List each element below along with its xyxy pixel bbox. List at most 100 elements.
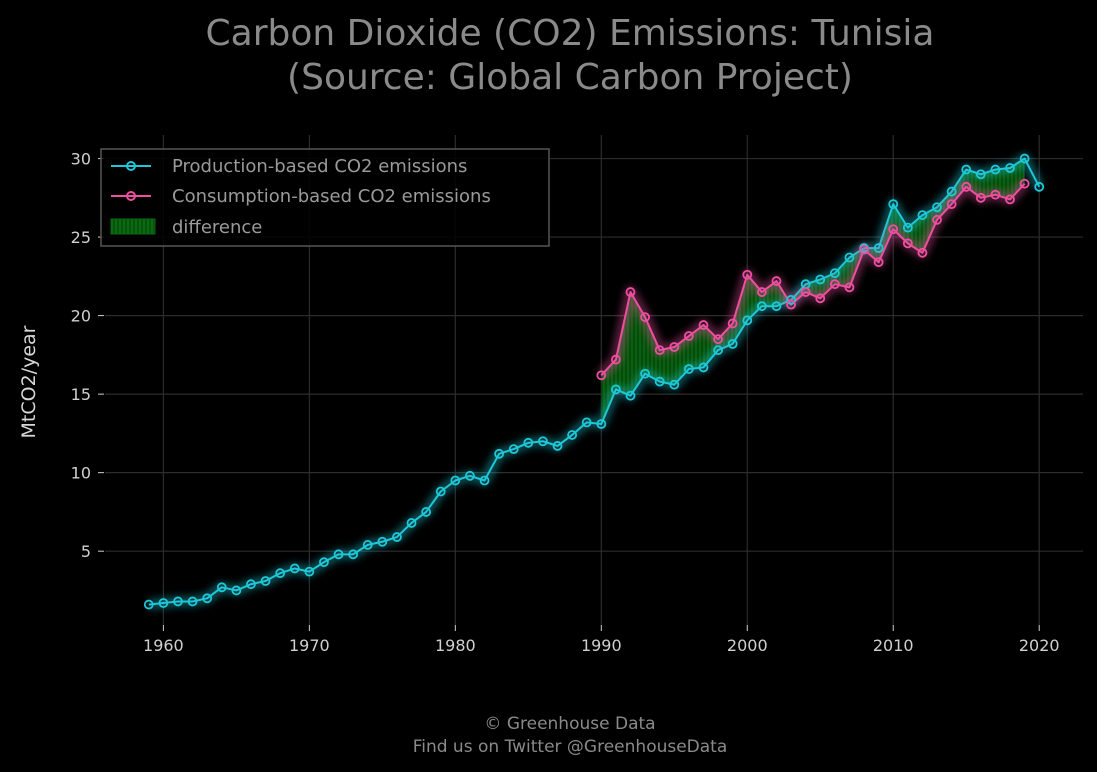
data-point-production — [654, 376, 665, 387]
data-point-production — [902, 222, 913, 233]
x-tick-label: 2020 — [1019, 636, 1060, 655]
data-point-consumption — [727, 318, 738, 329]
data-point-consumption — [990, 189, 1001, 200]
data-point-consumption — [640, 312, 650, 323]
data-point-production — [435, 486, 446, 497]
data-point-production — [596, 419, 607, 429]
data-point-consumption — [596, 370, 607, 381]
data-point-production — [1019, 153, 1030, 164]
data-point-consumption — [610, 354, 621, 365]
y-tick-label: 15 — [71, 385, 91, 404]
data-point-production — [392, 532, 402, 542]
data-point-consumption — [946, 199, 957, 210]
data-point-production — [479, 475, 490, 486]
legend-label-consumption: Consumption-based CO2 emissions — [172, 186, 491, 207]
data-point-consumption — [873, 257, 884, 268]
data-point-consumption — [771, 276, 782, 286]
data-point-production — [961, 164, 972, 175]
legend: Production-based CO2 emissions Consumpti… — [100, 148, 550, 247]
series-line-production — [148, 157, 1041, 606]
data-point-consumption — [654, 345, 665, 356]
data-point-consumption — [975, 192, 986, 203]
data-point-consumption — [625, 287, 636, 297]
legend-marker-production — [126, 161, 136, 171]
data-point-consumption — [961, 181, 972, 192]
data-point-production — [377, 536, 388, 547]
data-point-production — [698, 362, 709, 373]
data-point-production — [786, 295, 796, 305]
data-point-production — [1005, 163, 1015, 173]
data-point-production — [187, 596, 198, 607]
y-tick-label: 5 — [81, 542, 91, 561]
data-point-production — [640, 368, 650, 379]
data-point-production — [567, 430, 578, 440]
data-point-production — [216, 582, 227, 593]
data-point-consumption — [859, 244, 869, 255]
data-point-production — [538, 436, 548, 447]
data-point-production — [523, 437, 534, 448]
data-point-production — [333, 549, 344, 560]
data-point-production — [275, 568, 286, 579]
data-point-production — [946, 186, 957, 197]
legend-swatch-difference — [110, 218, 156, 235]
data-point-consumption — [829, 279, 840, 290]
y-tick-label: 25 — [71, 228, 91, 247]
data-point-production — [362, 540, 373, 550]
data-point-production — [917, 210, 928, 220]
data-point-production — [683, 364, 694, 374]
data-point-production — [581, 417, 592, 428]
data-point-production — [508, 444, 519, 455]
x-tick-label: 2010 — [873, 636, 914, 655]
footer-twitter: Find us on Twitter @GreenhouseData — [413, 737, 728, 757]
data-point-consumption — [815, 293, 826, 304]
data-point-consumption — [786, 299, 796, 310]
data-point-production — [742, 315, 753, 326]
x-axis-ticks: 1960 1970 1980 1990 2000 2010 2020 — [143, 625, 1060, 655]
data-point-production — [406, 518, 417, 528]
data-point-production — [873, 243, 884, 253]
legend-label-difference: difference — [172, 217, 262, 238]
data-point-consumption — [683, 331, 694, 341]
data-point-consumption — [844, 282, 855, 293]
data-point-production — [1034, 181, 1045, 192]
data-point-production — [771, 301, 782, 312]
chart-title-line-2: (Source: Global Carbon Project) — [287, 57, 853, 98]
data-point-production — [829, 268, 840, 279]
data-point-consumption — [1019, 178, 1030, 189]
data-point-production — [231, 585, 242, 596]
data-point-consumption — [888, 224, 899, 235]
series-markers — [143, 153, 1045, 610]
data-point-production — [450, 475, 461, 486]
data-point-consumption — [902, 238, 913, 249]
x-tick-label: 1980 — [435, 636, 476, 655]
data-point-consumption — [917, 247, 928, 258]
legend-frame — [100, 148, 550, 247]
y-axis-label: MtCO2/year — [18, 325, 40, 438]
data-point-production — [260, 576, 271, 586]
data-point-production — [844, 252, 855, 263]
data-point-production — [932, 202, 942, 213]
data-point-consumption — [756, 287, 767, 297]
data-point-production — [815, 274, 826, 285]
data-point-production — [289, 563, 300, 574]
data-point-consumption — [742, 269, 753, 280]
data-point-production — [158, 598, 169, 608]
data-point-production — [552, 441, 563, 451]
data-point-production — [173, 596, 183, 607]
x-tick-label: 1960 — [143, 636, 184, 655]
x-tick-label: 1990 — [581, 636, 622, 655]
data-point-production — [202, 593, 213, 604]
data-point-production — [494, 448, 505, 459]
y-tick-label: 30 — [71, 150, 91, 169]
y-axis-ticks: 5 10 15 20 25 30 — [71, 150, 104, 561]
data-point-production — [319, 557, 329, 568]
data-point-production — [610, 384, 621, 395]
data-point-production — [713, 345, 723, 356]
chart-title-line-1: Carbon Dioxide (CO2) Emissions: Tunisia — [206, 13, 935, 54]
x-tick-label: 1970 — [289, 636, 330, 655]
data-point-production — [348, 549, 359, 560]
y-tick-label: 10 — [71, 464, 91, 483]
data-point-production — [246, 579, 256, 590]
footer-copyright: © Greenhouse Data — [484, 714, 655, 734]
